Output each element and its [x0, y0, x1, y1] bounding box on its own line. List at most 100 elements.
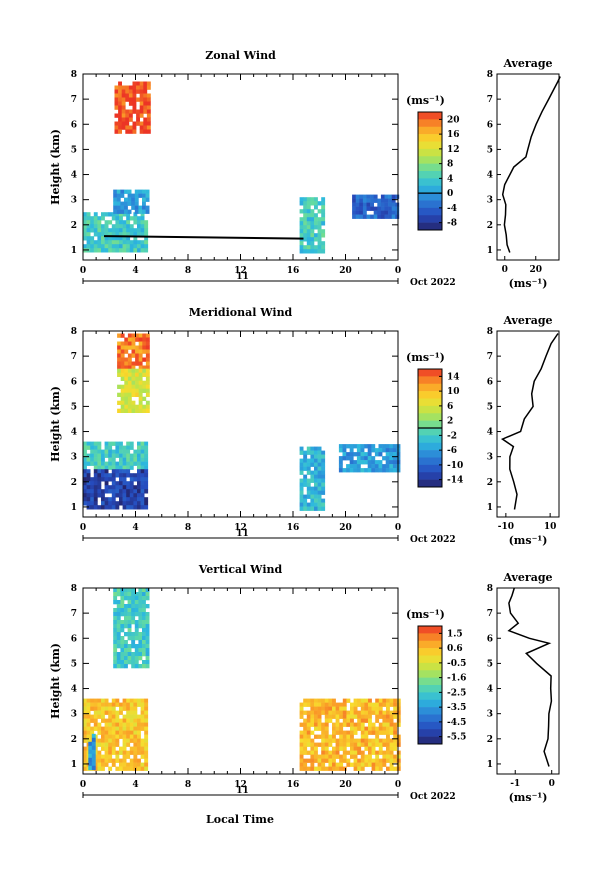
heatmap-cell — [137, 493, 141, 498]
heatmap-cell — [127, 193, 132, 198]
heatmap-cell — [131, 592, 136, 597]
colorbar-segment — [418, 692, 442, 701]
heatmap-cell — [127, 636, 132, 641]
heatmap-cell — [108, 220, 113, 225]
heatmap-cell — [113, 624, 118, 629]
heatmap-cell — [125, 125, 130, 130]
heatmap-cell — [349, 460, 354, 465]
heatmap-cell — [303, 197, 308, 202]
heatmap-cell — [129, 457, 134, 462]
heatmap-cell — [121, 109, 126, 114]
heatmap-cell — [303, 506, 308, 511]
average-y-tick-label: 2 — [487, 478, 493, 488]
heatmap-cell — [145, 648, 150, 653]
heatmap-cell — [299, 241, 304, 246]
heatmap-cell — [117, 349, 121, 354]
heatmap-cell — [314, 766, 318, 771]
heatmap-cell — [128, 129, 133, 134]
heatmap-cell — [131, 349, 136, 354]
heatmap-cell — [145, 628, 150, 633]
heatmap-cell — [328, 706, 333, 711]
heatmap-cell — [378, 738, 383, 743]
heatmap-cell — [93, 702, 98, 707]
heatmap-cell — [115, 710, 120, 715]
heatmap-cell — [366, 198, 371, 203]
heatmap-cell — [306, 221, 311, 226]
heatmap-cell — [124, 596, 128, 601]
heatmap-cell — [375, 762, 380, 767]
heatmap-cell — [306, 466, 311, 471]
heatmap-cell — [101, 248, 105, 253]
heatmap-cell — [138, 349, 143, 354]
heatmap-cell — [126, 501, 131, 506]
heatmap-cell — [388, 214, 392, 219]
heatmap-cell — [299, 482, 304, 487]
colorbar-segment — [418, 428, 442, 436]
y-tick-label: 1 — [71, 760, 77, 770]
x-tick-label: 4 — [132, 780, 138, 790]
heatmap-cell — [328, 734, 333, 739]
heatmap-cell — [342, 714, 347, 719]
date-label: Oct 2022 — [410, 792, 456, 802]
heatmap-cell — [339, 746, 344, 751]
heatmap-cell — [396, 762, 401, 767]
heatmap-cell — [350, 726, 354, 731]
heatmap-cell — [346, 444, 350, 449]
average-y-tick-label: 3 — [487, 453, 493, 463]
average-y-tick-label: 6 — [487, 377, 493, 387]
heatmap-cell — [122, 702, 127, 707]
heatmap-cell — [111, 240, 116, 245]
heatmap-cell — [314, 726, 318, 731]
heatmap-cell — [356, 452, 361, 457]
heatmap-cell — [83, 726, 87, 731]
heatmap-cell — [118, 101, 122, 106]
heatmap-cell — [346, 738, 351, 743]
heatmap-cell — [137, 746, 141, 751]
heatmap-cell — [364, 706, 369, 711]
heatmap-cell — [360, 702, 365, 707]
heatmap-cell — [93, 734, 98, 739]
heatmap-cell — [144, 766, 149, 771]
heatmap-cell — [371, 746, 376, 751]
heatmap-cell — [342, 738, 347, 743]
heatmap-cell — [101, 726, 105, 731]
heatmap-cell — [101, 706, 105, 711]
heatmap-cell — [97, 730, 102, 735]
heatmap-cell — [90, 453, 95, 458]
heatmap-cell — [377, 198, 382, 203]
heatmap-cell — [321, 221, 326, 226]
x-tick-label: 0 — [395, 780, 401, 790]
heatmap-cell — [115, 481, 120, 486]
heatmap-cell — [393, 766, 398, 771]
heatmap-cell — [364, 758, 369, 763]
heatmap-cell — [116, 209, 121, 214]
heatmap-cell — [93, 489, 98, 494]
heatmap-cell — [114, 113, 119, 118]
heatmap-cell — [113, 616, 118, 621]
heatmap-cell — [389, 468, 394, 473]
average-x-tick-label: 0 — [549, 779, 555, 789]
heatmap-cell — [140, 766, 145, 771]
heatmap-cell — [111, 702, 116, 707]
heatmap-cell — [138, 404, 143, 409]
heatmap-cell — [145, 408, 150, 413]
heatmap-cell — [386, 730, 390, 735]
heatmap-cell — [386, 726, 390, 731]
heatmap-cell — [86, 441, 91, 446]
heatmap-cell — [145, 368, 150, 373]
heatmap-cell — [145, 632, 150, 637]
heatmap-cell — [380, 198, 385, 203]
heatmap-cell — [101, 236, 105, 241]
heatmap-cell — [145, 644, 150, 649]
heatmap-cell — [131, 408, 136, 413]
heatmap-cell — [93, 224, 98, 229]
heatmap-cell — [144, 485, 149, 490]
heatmap-cell — [101, 702, 105, 707]
heatmap-cell — [368, 726, 372, 731]
heatmap-cell — [133, 244, 138, 249]
heatmap-cell — [324, 710, 329, 715]
heatmap-cell — [127, 644, 132, 649]
heatmap-cell — [303, 738, 308, 743]
y-tick-label: 7 — [71, 95, 77, 105]
x-tick-label: 4 — [132, 266, 138, 276]
